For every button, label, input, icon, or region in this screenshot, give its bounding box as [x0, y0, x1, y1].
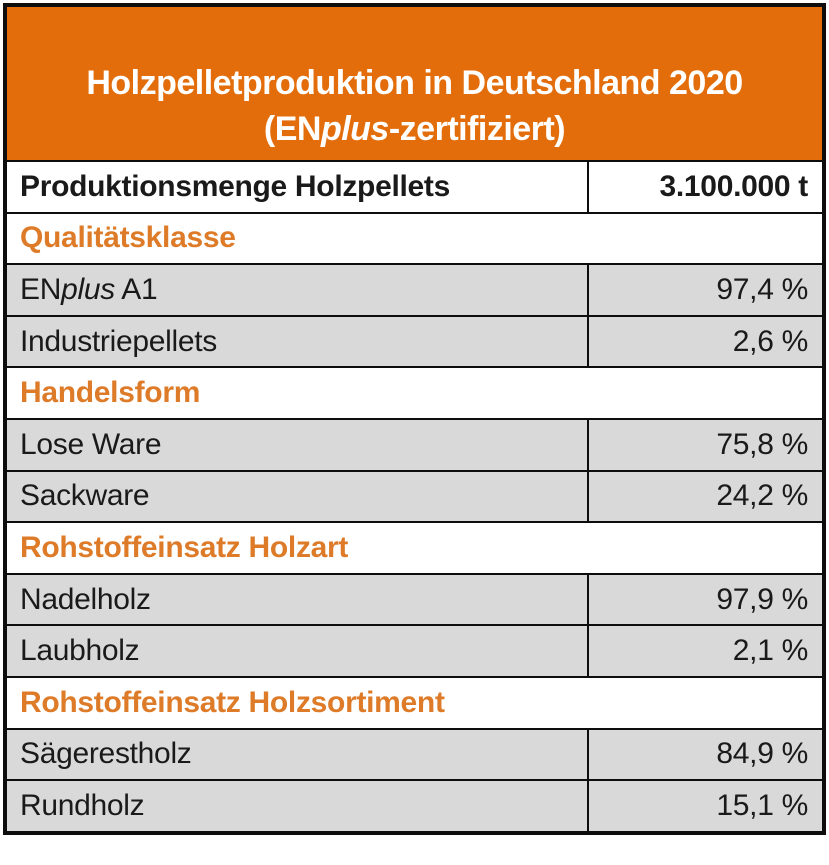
section-heading: Qualitätsklasse — [20, 221, 236, 255]
section-heading: Rohstoffeinsatz Holzart — [20, 530, 349, 564]
pellet-production-table: Holzpelletproduktion in Deutschland 2020… — [3, 3, 826, 835]
table-row-enplus-a1: EN plus A1 97,4 % — [7, 263, 822, 315]
section-heading-row-holzart: Rohstoffeinsatz Holzart — [7, 521, 822, 573]
row-label: Laubholz — [20, 634, 140, 668]
section-heading: Rohstoffeinsatz Holzsortiment — [20, 685, 445, 719]
section-heading-row-holzsortiment: Rohstoffeinsatz Holzsortiment — [7, 675, 822, 728]
table-row-laubholz: Laubholz 2,1 % — [7, 624, 822, 676]
row-value: 2,1 % — [587, 626, 822, 676]
row-label-italic: plus — [61, 272, 115, 306]
row-label-suffix: A1 — [114, 272, 158, 306]
row-value: 2,6 % — [587, 316, 822, 367]
row-label-prefix: EN — [20, 272, 62, 306]
table-title-line1: Holzpelletproduktion in Deutschland 2020 — [86, 64, 743, 102]
table-row-lose-ware: Lose Ware 75,8 % — [7, 417, 822, 470]
row-label: Sägerestholz — [20, 737, 192, 771]
row-label: Rundholz — [20, 788, 145, 822]
row-value: 97,9 % — [587, 574, 822, 625]
title-line2-italic: plus — [320, 110, 389, 148]
row-value: 24,2 % — [587, 471, 822, 522]
section-heading-row-qualitaetsklasse: Qualitätsklasse — [7, 211, 822, 264]
title-line2-suffix: -zertifiziert) — [388, 110, 566, 148]
table-row-saegerestholz: Sägerestholz 84,9 % — [7, 727, 822, 780]
row-value: 15,1 % — [587, 781, 822, 831]
row-label: EN plus A1 — [7, 265, 587, 315]
row-label: Industriepellets — [20, 324, 217, 358]
row-label: Nadelholz — [20, 582, 151, 616]
section-heading-row-handelsform: Handelsform — [7, 366, 822, 418]
summary-label: Produktionsmenge Holzpellets — [20, 169, 450, 203]
row-value: 75,8 % — [587, 419, 822, 470]
title-line2-prefix: (EN — [263, 110, 322, 148]
table-row-industriepellets: Industriepellets 2,6 % — [7, 314, 822, 367]
section-heading: Handelsform — [20, 376, 201, 410]
table-title-banner: Holzpelletproduktion in Deutschland 2020… — [7, 7, 822, 160]
row-value: 84,9 % — [587, 729, 822, 780]
table-row-rundholz: Rundholz 15,1 % — [7, 779, 822, 831]
table-row-sackware: Sackware 24,2 % — [7, 469, 822, 522]
summary-value: 3.100.000 t — [587, 162, 822, 212]
row-label: Lose Ware — [20, 427, 162, 461]
table-row-nadelholz: Nadelholz 97,9 % — [7, 572, 822, 625]
row-label: Sackware — [20, 479, 150, 513]
summary-row: Produktionsmenge Holzpellets 3.100.000 t — [7, 160, 822, 212]
table-title-line2: (ENplus-zertifiziert) — [263, 108, 566, 150]
row-value: 97,4 % — [587, 265, 822, 315]
